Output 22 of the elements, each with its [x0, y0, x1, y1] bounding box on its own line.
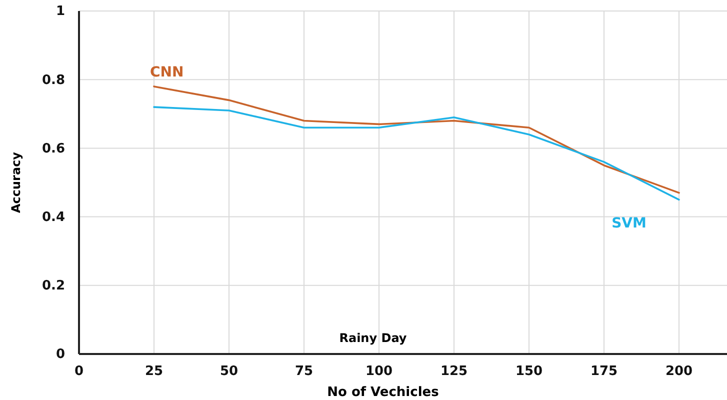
- x-tick-label: 75: [294, 364, 314, 380]
- x-tick-label: 200: [665, 364, 693, 380]
- y-tick-label: 0.4: [42, 210, 65, 225]
- annotation: Rainy Day: [339, 331, 407, 345]
- x-axis-title: No of Vechicles: [327, 385, 440, 400]
- y-tick-label: 0.6: [42, 141, 65, 156]
- y-axis-title: Accuracy: [9, 152, 23, 214]
- y-tick-label: 1: [56, 4, 65, 20]
- line-series: [153, 106, 680, 201]
- x-tick-label: 150: [515, 364, 543, 380]
- series-label: CNN: [150, 64, 184, 80]
- x-tick-label: 100: [365, 364, 393, 380]
- y-tick-label: 0.8: [42, 72, 65, 88]
- x-tick-label: 125: [440, 364, 468, 380]
- x-tick-label: 175: [590, 364, 618, 380]
- x-tick-label: 50: [220, 364, 238, 380]
- y-tick-label: 0: [56, 347, 65, 362]
- line-series: [153, 86, 680, 194]
- y-tick-label: 0.2: [42, 278, 65, 294]
- text: SVM: [612, 216, 646, 232]
- x-tick-label: 25: [144, 364, 164, 380]
- x-tick-label: 0: [74, 364, 84, 380]
